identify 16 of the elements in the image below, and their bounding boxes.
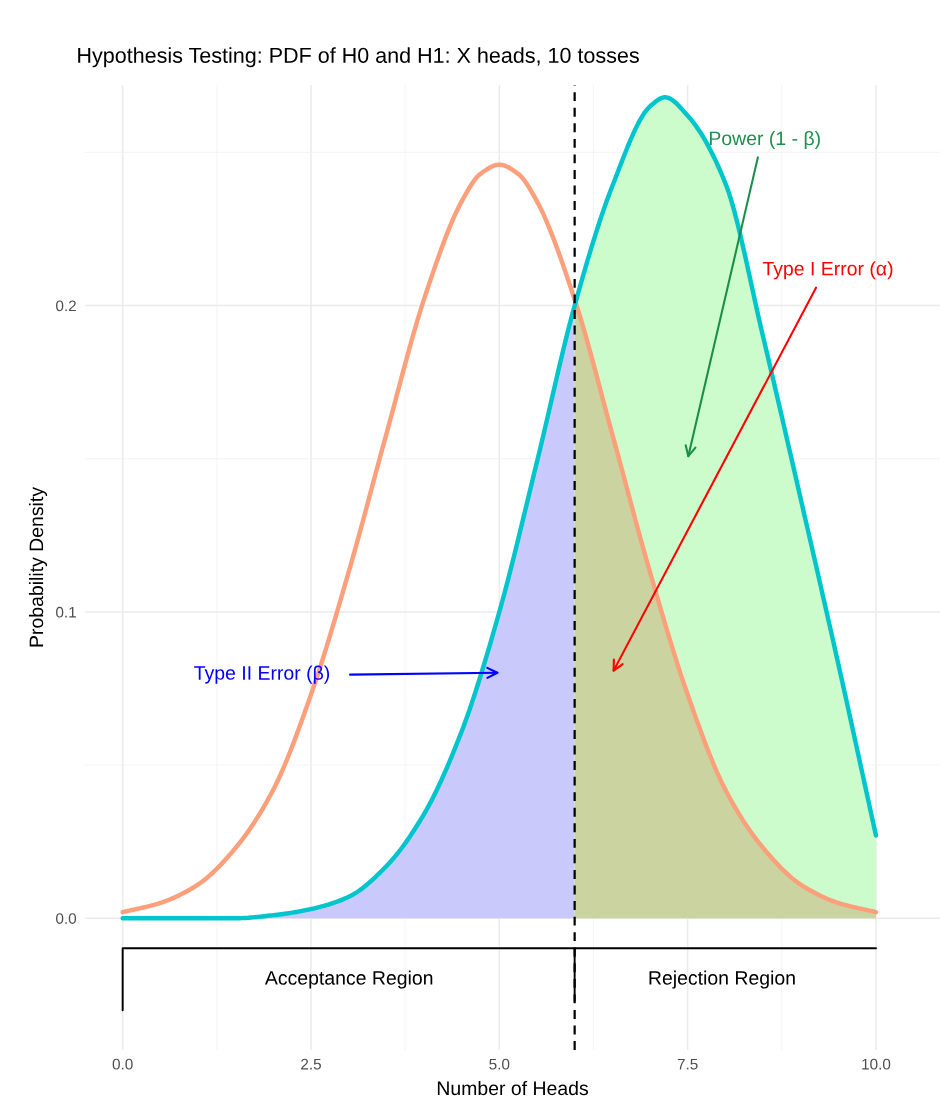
annotation: Rejection Region: [649, 970, 795, 989]
annotation: Acceptance Region: [264, 970, 433, 989]
chart-title: Hypothesis Testing: PDF of H0 and H1: X heads, 10 tosses: [78, 47, 639, 68]
x-tick-label: 0.0: [112, 1058, 133, 1070]
y-tick-label: 0.1: [56, 606, 76, 618]
x-tick-label: 10.0: [862, 1058, 891, 1070]
x-tick-label: 7.5: [677, 1058, 698, 1070]
annotation: Power (1 - β): [709, 130, 820, 150]
x-tick-label: 5.0: [489, 1058, 510, 1070]
y-tick-label: 0.2: [56, 300, 76, 312]
y-tick-label: 0.0: [56, 913, 77, 924]
annotation: Type I Error (α): [762, 261, 893, 280]
x-axis-title: Number of Heads: [437, 1080, 588, 1096]
annotation: Type II Error (β): [194, 665, 330, 684]
x-tick-label: 2.5: [301, 1058, 321, 1070]
y-axis-title: Probability Density: [28, 487, 48, 647]
